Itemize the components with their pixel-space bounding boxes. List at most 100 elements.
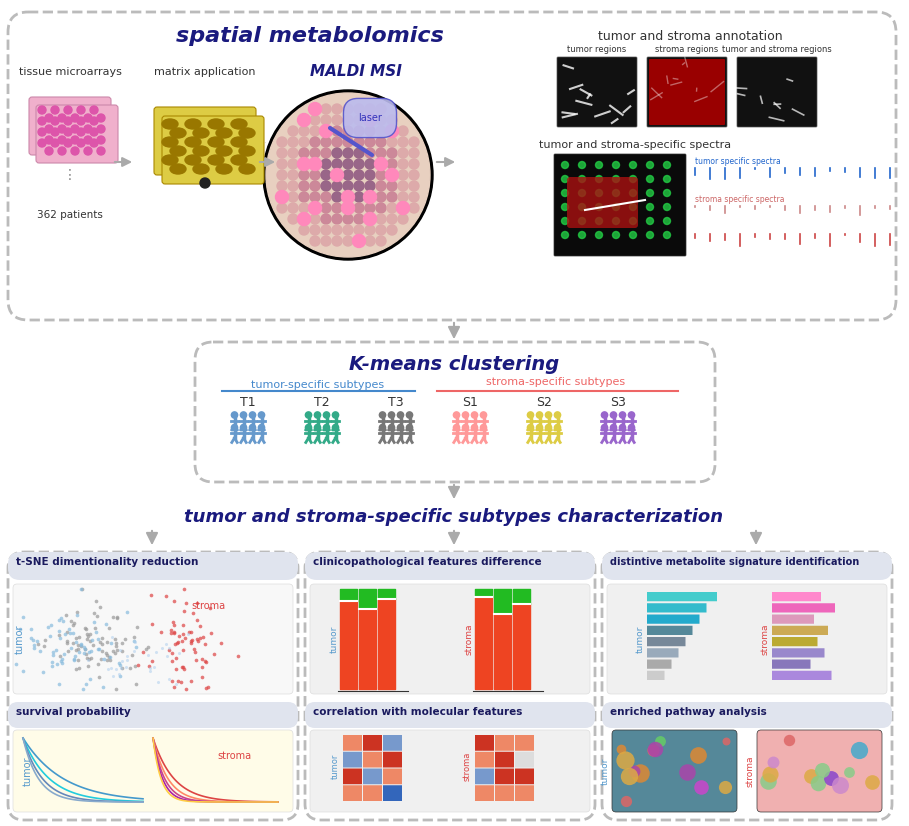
Circle shape bbox=[646, 231, 654, 239]
Text: S1: S1 bbox=[462, 396, 478, 409]
Point bbox=[109, 643, 124, 657]
Circle shape bbox=[454, 412, 460, 418]
Point bbox=[833, 778, 847, 791]
Circle shape bbox=[354, 192, 364, 202]
FancyBboxPatch shape bbox=[343, 735, 362, 751]
Circle shape bbox=[365, 225, 375, 235]
Point bbox=[175, 660, 190, 673]
Point bbox=[61, 622, 75, 635]
Point bbox=[189, 613, 204, 626]
FancyBboxPatch shape bbox=[363, 752, 382, 767]
Ellipse shape bbox=[193, 164, 209, 174]
Point bbox=[44, 619, 58, 632]
Circle shape bbox=[664, 203, 671, 211]
Circle shape bbox=[321, 214, 331, 224]
Circle shape bbox=[310, 170, 320, 180]
Point bbox=[105, 669, 120, 682]
Text: tumor and stroma-specific subtypes characterization: tumor and stroma-specific subtypes chara… bbox=[185, 508, 724, 526]
Text: survival probability: survival probability bbox=[16, 707, 131, 717]
Text: stroma: stroma bbox=[746, 755, 755, 786]
FancyBboxPatch shape bbox=[557, 57, 637, 127]
Point bbox=[166, 615, 181, 628]
Circle shape bbox=[354, 148, 364, 158]
Circle shape bbox=[299, 137, 309, 147]
Circle shape bbox=[277, 148, 287, 158]
Circle shape bbox=[630, 175, 636, 183]
Point bbox=[74, 582, 88, 596]
Circle shape bbox=[77, 139, 85, 147]
Point bbox=[118, 633, 133, 646]
FancyBboxPatch shape bbox=[647, 615, 700, 624]
Circle shape bbox=[376, 192, 386, 202]
Point bbox=[78, 677, 93, 691]
Ellipse shape bbox=[239, 128, 255, 138]
Point bbox=[65, 636, 80, 649]
FancyBboxPatch shape bbox=[515, 786, 534, 801]
Point bbox=[126, 634, 141, 647]
Point bbox=[24, 622, 38, 635]
Circle shape bbox=[562, 231, 568, 239]
Ellipse shape bbox=[170, 146, 186, 156]
Ellipse shape bbox=[162, 155, 178, 165]
Point bbox=[131, 658, 145, 672]
Point bbox=[79, 627, 94, 640]
Circle shape bbox=[385, 125, 398, 137]
Point bbox=[69, 631, 84, 644]
Circle shape bbox=[249, 412, 255, 418]
Circle shape bbox=[321, 203, 331, 213]
Point bbox=[169, 662, 184, 675]
Point bbox=[88, 595, 103, 608]
Circle shape bbox=[58, 147, 66, 155]
Point bbox=[93, 635, 107, 648]
FancyBboxPatch shape bbox=[647, 592, 717, 601]
Point bbox=[175, 643, 190, 657]
Point bbox=[648, 743, 663, 756]
Circle shape bbox=[310, 126, 320, 136]
Circle shape bbox=[387, 159, 397, 169]
Circle shape bbox=[578, 175, 585, 183]
FancyBboxPatch shape bbox=[343, 768, 362, 784]
Point bbox=[190, 633, 205, 646]
Point bbox=[191, 634, 205, 648]
Circle shape bbox=[288, 126, 298, 136]
Point bbox=[66, 616, 81, 629]
Text: tumor and stroma-specific spectra: tumor and stroma-specific spectra bbox=[539, 140, 731, 150]
Point bbox=[61, 644, 75, 657]
Point bbox=[101, 662, 115, 676]
Text: tumor: tumor bbox=[15, 624, 25, 653]
Circle shape bbox=[305, 425, 312, 430]
Circle shape bbox=[409, 192, 419, 202]
Point bbox=[72, 645, 86, 658]
Circle shape bbox=[263, 90, 433, 260]
Text: T1: T1 bbox=[240, 396, 255, 409]
Circle shape bbox=[84, 136, 92, 144]
FancyBboxPatch shape bbox=[647, 637, 685, 646]
FancyBboxPatch shape bbox=[737, 57, 817, 127]
Circle shape bbox=[310, 225, 320, 235]
Point bbox=[74, 638, 88, 651]
Circle shape bbox=[406, 412, 413, 418]
Circle shape bbox=[619, 412, 625, 418]
Circle shape bbox=[45, 114, 53, 122]
Circle shape bbox=[463, 412, 469, 418]
FancyBboxPatch shape bbox=[772, 659, 811, 669]
Circle shape bbox=[315, 412, 321, 418]
Point bbox=[120, 649, 135, 662]
Point bbox=[162, 641, 176, 654]
Point bbox=[65, 619, 80, 632]
Circle shape bbox=[354, 170, 364, 180]
Point bbox=[115, 644, 129, 657]
Circle shape bbox=[266, 93, 430, 257]
Point bbox=[718, 781, 733, 794]
Point bbox=[85, 638, 100, 651]
Circle shape bbox=[333, 412, 339, 418]
Point bbox=[144, 588, 158, 601]
Circle shape bbox=[376, 203, 386, 213]
FancyBboxPatch shape bbox=[602, 552, 892, 820]
Point bbox=[653, 734, 667, 748]
Circle shape bbox=[630, 189, 636, 197]
Point bbox=[619, 794, 634, 807]
Circle shape bbox=[343, 148, 353, 158]
Circle shape bbox=[324, 425, 330, 430]
FancyBboxPatch shape bbox=[154, 107, 256, 175]
